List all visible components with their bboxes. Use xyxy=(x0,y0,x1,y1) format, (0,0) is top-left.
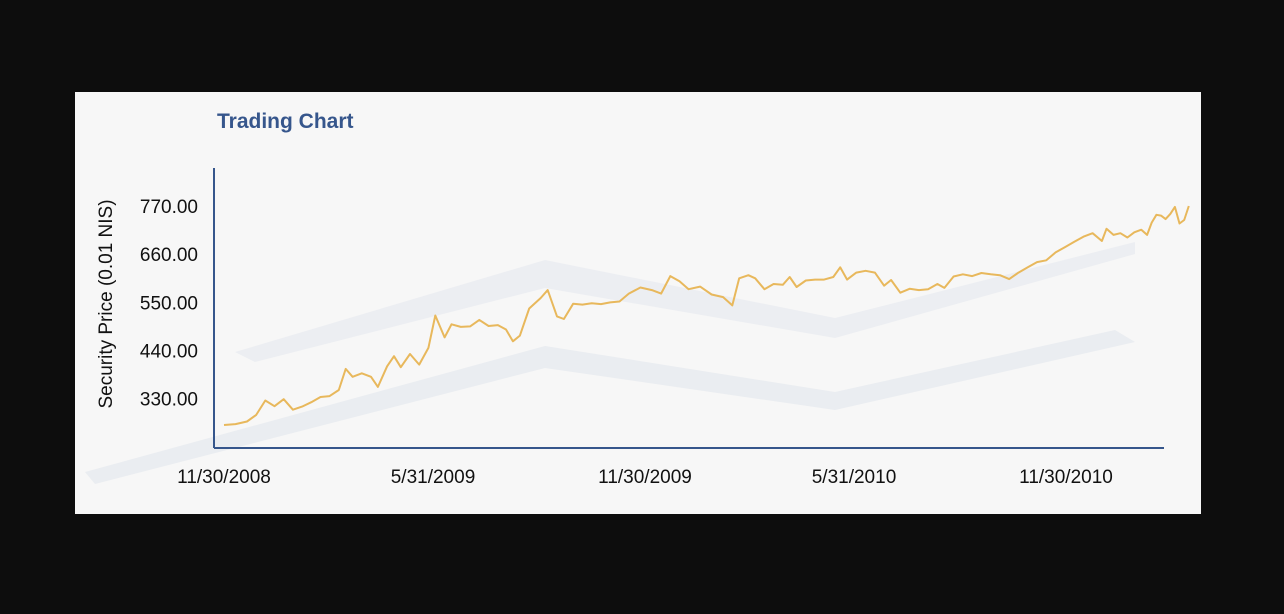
x-tick-label: 11/30/2010 xyxy=(1019,467,1113,488)
y-tick-label: 440.00 xyxy=(140,342,198,363)
x-tick-label: 11/30/2009 xyxy=(598,467,692,488)
chart-panel: Trading Chart 330.00 440.00 550.00 660.00 77… xyxy=(75,92,1201,514)
y-tick-label: 660.00 xyxy=(140,245,198,266)
price-series-line xyxy=(223,205,1190,426)
y-axis-label: Security Price (0.01 NIS) xyxy=(96,199,117,408)
x-tick-label: 5/31/2010 xyxy=(812,467,897,488)
chart-title: Trading Chart xyxy=(217,110,354,133)
x-tick-label: 11/30/2008 xyxy=(177,467,271,488)
trading-chart: 330.00 440.00 550.00 660.00 770.00 11/30/200… xyxy=(85,168,1190,488)
watermark-logo xyxy=(85,242,1135,484)
y-tick-label: 550.00 xyxy=(140,293,198,314)
x-tick-label: 5/31/2009 xyxy=(391,467,476,488)
y-tick-label: 770.00 xyxy=(140,197,198,218)
y-tick-label: 330.00 xyxy=(140,390,198,411)
